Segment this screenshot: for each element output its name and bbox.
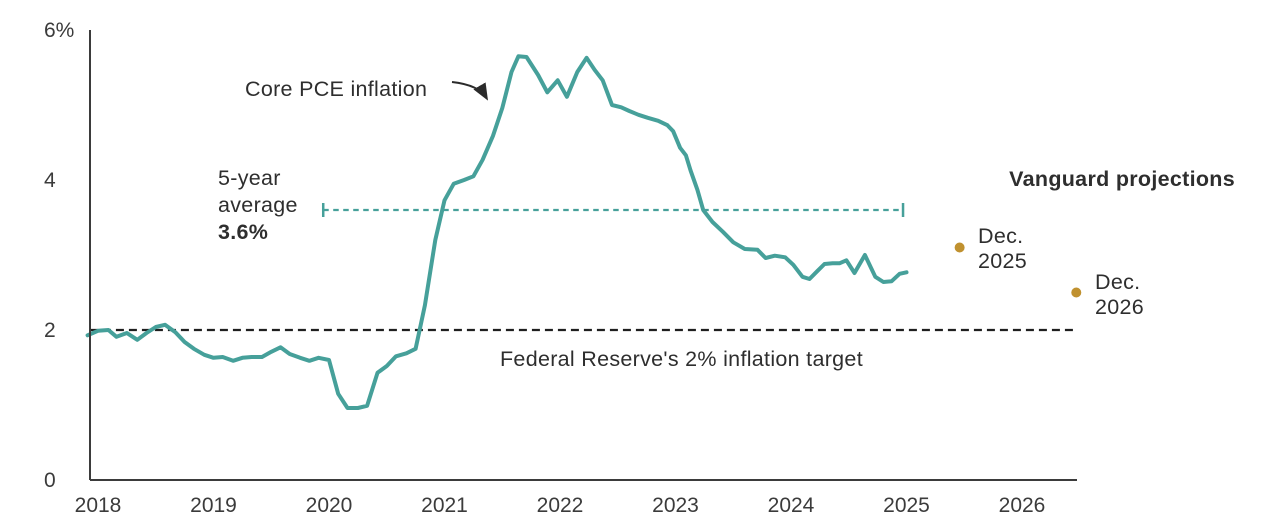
five-year-average-line1: 5-year — [218, 166, 281, 190]
x-tick-label-2020: 2020 — [306, 494, 353, 517]
core-pce-inflation-label: Core PCE inflation — [245, 77, 428, 101]
five-year-average-value: 3.6% — [218, 220, 269, 244]
projection-label-dec-2025-line1: Dec. — [978, 224, 1024, 248]
axes-layer: 0 2 4 6% 2018 2019 2020 2021 2022 2023 2024 2025 202… — [44, 19, 1077, 517]
vanguard-projections-title: Vanguard projections — [1009, 167, 1235, 191]
x-tick-label-2018: 2018 — [75, 494, 122, 517]
x-tick-label-2023: 2023 — [652, 494, 699, 517]
x-tick-label-2022: 2022 — [537, 494, 584, 517]
x-tick-label-2019: 2019 — [190, 494, 237, 517]
projection-label-dec-2026-line2: 2026 — [1095, 295, 1145, 319]
projection-label-dec-2025-line2: 2025 — [978, 249, 1028, 273]
projection-label-dec-2026: Dec. 2026 — [1095, 270, 1144, 320]
core-pce-series-line — [85, 54, 909, 410]
projection-label-dec-2026-line1: Dec. — [1095, 270, 1141, 294]
x-tick-label-2025: 2025 — [883, 494, 930, 517]
five-year-average-line2: average — [218, 193, 298, 217]
x-tick-label-2024: 2024 — [768, 494, 815, 517]
projection-dot-2025 — [954, 242, 965, 253]
y-tick-label-4: 4 — [44, 169, 56, 192]
projection-dot-2026 — [1071, 287, 1082, 298]
y-tick-label-2: 2 — [44, 319, 56, 342]
y-tick-label-6: 6% — [44, 19, 74, 42]
y-tick-label-0: 0 — [44, 469, 56, 492]
x-tick-label-2026: 2026 — [999, 494, 1046, 517]
five-year-average-label: 5-year average 3.6% — [218, 165, 298, 246]
series-layer — [85, 54, 909, 410]
x-tick-label-2021: 2021 — [421, 494, 468, 517]
fed-target-label: Federal Reserve's 2% inflation target — [500, 347, 863, 371]
core-pce-callout-arrow-icon — [451, 81, 489, 101]
projection-label-dec-2025: Dec. 2025 — [978, 224, 1027, 274]
reference-lines-layer — [89, 203, 1078, 332]
projection-dots-layer — [954, 242, 1082, 298]
